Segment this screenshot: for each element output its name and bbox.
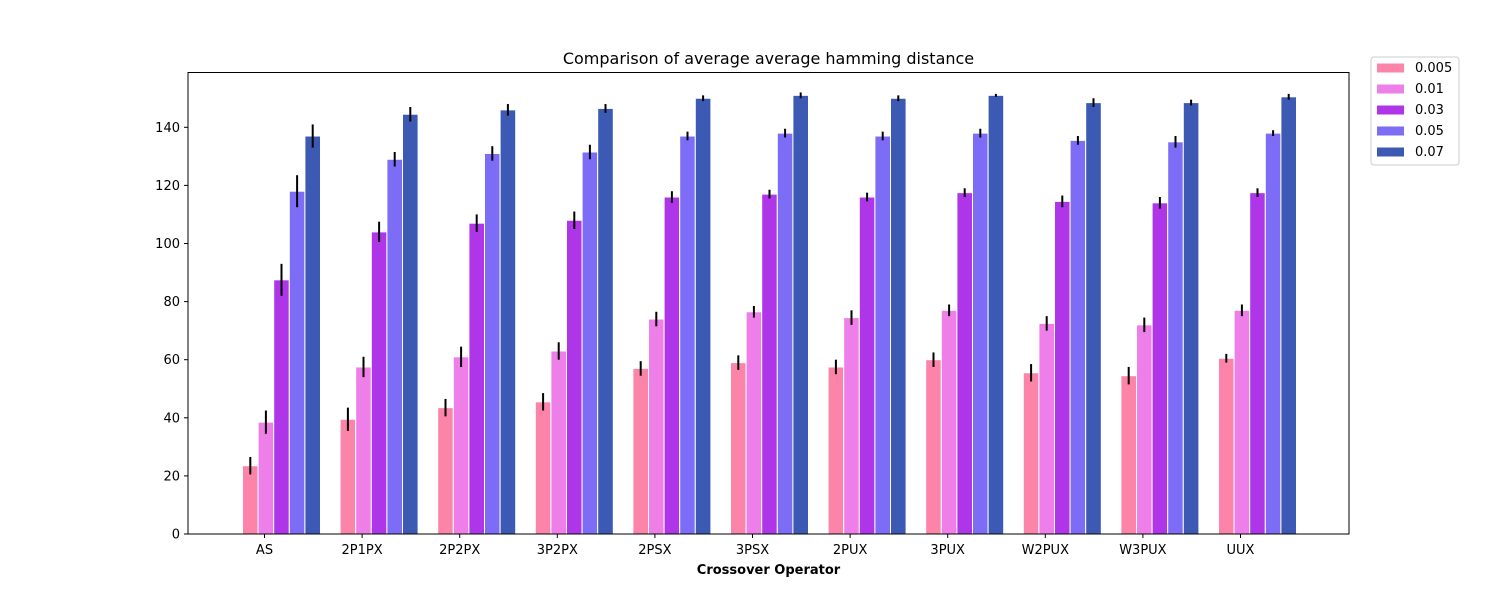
bar bbox=[1120, 375, 1138, 535]
bar bbox=[694, 97, 712, 535]
bar bbox=[956, 192, 974, 535]
legend-label: 0.03 bbox=[1415, 103, 1444, 118]
y-tick-label: 100 bbox=[155, 237, 180, 252]
bar bbox=[581, 151, 599, 535]
bar bbox=[386, 158, 403, 535]
bar bbox=[1264, 132, 1282, 535]
bar bbox=[1136, 324, 1153, 535]
legend-label: 0.05 bbox=[1415, 124, 1444, 139]
bar bbox=[370, 231, 388, 535]
bar bbox=[792, 94, 810, 535]
x-axis-label: Crossover Operator bbox=[697, 563, 841, 578]
bar bbox=[843, 317, 860, 535]
bar bbox=[273, 279, 290, 535]
bar bbox=[874, 135, 892, 535]
bar bbox=[257, 421, 275, 535]
y-tick-label: 40 bbox=[163, 411, 180, 426]
y-tick-label: 80 bbox=[163, 295, 180, 310]
legend-label: 0.01 bbox=[1415, 82, 1444, 97]
y-tick-label: 120 bbox=[155, 179, 180, 194]
bar bbox=[858, 196, 876, 535]
bar bbox=[890, 97, 907, 535]
bar bbox=[550, 350, 568, 535]
x-tick-label: 3P2PX bbox=[537, 543, 578, 558]
bar bbox=[1249, 192, 1266, 535]
bar bbox=[355, 366, 372, 535]
legend-label: 0.005 bbox=[1415, 61, 1452, 76]
legend-swatch bbox=[1377, 147, 1404, 157]
bar bbox=[484, 152, 501, 535]
plot-frame bbox=[187, 72, 1350, 535]
bar bbox=[452, 356, 470, 535]
legend-label: 0.07 bbox=[1415, 145, 1444, 160]
x-tick-label: 2PSX bbox=[638, 543, 671, 558]
bar bbox=[468, 222, 485, 535]
bar bbox=[1182, 102, 1200, 535]
bar bbox=[761, 193, 778, 535]
x-tick-label: AS bbox=[256, 543, 273, 558]
x-tick-label: UUX bbox=[1227, 543, 1255, 558]
bar bbox=[1151, 202, 1169, 535]
legend-swatch bbox=[1377, 63, 1404, 73]
bar bbox=[679, 135, 696, 535]
bar bbox=[1280, 96, 1298, 535]
bar bbox=[499, 109, 517, 535]
bar bbox=[566, 219, 583, 535]
bar bbox=[987, 94, 1005, 535]
bar bbox=[972, 132, 989, 535]
bar bbox=[940, 309, 958, 535]
bar bbox=[597, 107, 614, 535]
bar bbox=[1233, 309, 1251, 535]
bar bbox=[663, 196, 681, 535]
y-tick-label: 0 bbox=[172, 528, 180, 543]
bar bbox=[776, 132, 794, 535]
bar bbox=[402, 113, 419, 535]
y-axis: 0 20 40 60 80 100 120 140 bbox=[155, 121, 188, 543]
x-tick-label: 2P2PX bbox=[439, 543, 480, 558]
x-tick-label: W3PUX bbox=[1119, 543, 1166, 558]
legend-swatch bbox=[1377, 105, 1404, 115]
chart-title: Comparison of average average hamming di… bbox=[563, 49, 974, 68]
bar bbox=[1038, 322, 1056, 535]
bar bbox=[1218, 357, 1235, 535]
bar bbox=[1167, 141, 1184, 535]
bar bbox=[648, 318, 665, 535]
bar bbox=[304, 135, 321, 535]
legend-swatch bbox=[1377, 126, 1404, 136]
y-tick-label: 60 bbox=[163, 353, 180, 368]
x-tick-label: 3PSX bbox=[736, 543, 769, 558]
error-bars-layer bbox=[249, 92, 1290, 475]
bar bbox=[745, 311, 763, 535]
x-tick-label: W2PUX bbox=[1022, 543, 1069, 558]
legend-box bbox=[1370, 56, 1460, 166]
bar bbox=[288, 190, 306, 535]
bar bbox=[1069, 139, 1087, 535]
bar bbox=[242, 465, 259, 535]
legend: 0.005 0.01 0.03 0.05 0.07 bbox=[1370, 56, 1460, 166]
bar bbox=[437, 407, 454, 535]
y-tick-label: 140 bbox=[155, 121, 180, 136]
bar bbox=[925, 359, 942, 535]
x-tick-label: 2P1PX bbox=[342, 543, 383, 558]
bar bbox=[827, 366, 845, 535]
x-tick-label: 3PUX bbox=[930, 543, 965, 558]
bar bbox=[1054, 200, 1071, 535]
x-axis: AS 2P1PX 2P2PX 3P2PX 2PSX 3PSX 2PUX 3PUX W2PUX W3… bbox=[256, 534, 1255, 558]
bar bbox=[1022, 372, 1040, 535]
bar bbox=[730, 362, 747, 535]
bar bbox=[632, 367, 650, 535]
legend-swatch bbox=[1377, 84, 1404, 94]
y-tick-label: 20 bbox=[163, 469, 180, 484]
x-tick-label: 2PUX bbox=[833, 543, 868, 558]
bar bbox=[534, 401, 552, 535]
bar bbox=[1085, 102, 1102, 535]
bar bbox=[339, 418, 357, 535]
